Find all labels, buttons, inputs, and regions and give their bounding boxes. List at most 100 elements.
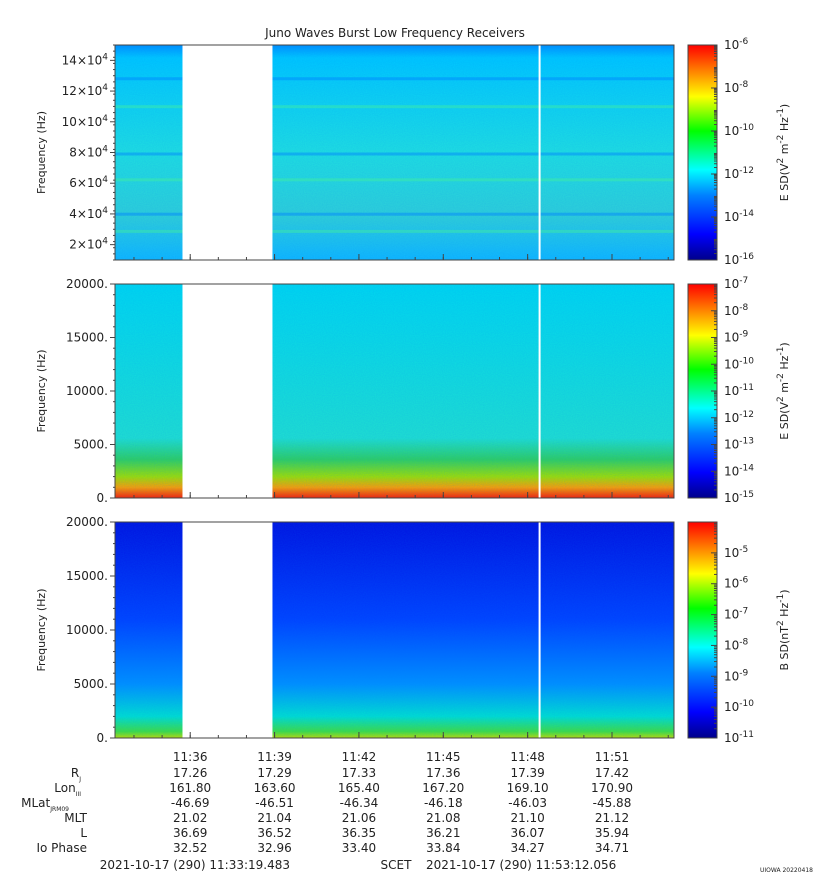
colorbar-top xyxy=(688,45,717,260)
colorbar-label: B SD(nT2 Hz-1) xyxy=(776,589,791,670)
x-tick-label: 11:39 xyxy=(257,750,292,764)
colorbar-label: E SD(V2 m-2 Hz-1) xyxy=(776,342,791,439)
ephemeris-value: 33.84 xyxy=(426,841,460,855)
panel-middle: 0. 5000. 10000. 15000. 20000. Frequency (Hz) 1… xyxy=(35,276,791,505)
y-tick-label: 5000. xyxy=(74,677,108,691)
ephemeris-value: -46.34 xyxy=(340,796,379,810)
ephemeris-value: 34.27 xyxy=(510,841,544,855)
start-time-label: 2021-10-17 (290) 11:33:19.483 xyxy=(100,858,290,872)
ephemeris-value: 36.21 xyxy=(426,826,460,840)
ephemeris-value: 32.96 xyxy=(257,841,291,855)
y-tick-label: 12×104 xyxy=(62,83,109,98)
ephemeris-value: 21.04 xyxy=(257,811,291,825)
y-tick-label: 10000. xyxy=(66,623,108,637)
ephemeris-label: RJ xyxy=(71,766,81,783)
y-tick-label: 6×104 xyxy=(69,175,108,190)
panel-top: 2×104 4×104 6×104 8×104 10×104 12×104 14×104 Fr… xyxy=(35,37,791,267)
x-tick-label: 11:51 xyxy=(595,750,630,764)
emission-band xyxy=(115,105,674,109)
ephemeris-value: 36.69 xyxy=(173,826,207,840)
ephemeris-value: 17.42 xyxy=(595,766,629,780)
ephemeris-value: 36.52 xyxy=(257,826,291,840)
y-tick-label: 15000. xyxy=(66,331,108,345)
ephemeris-value: -45.88 xyxy=(593,796,632,810)
y-tick-label: 0. xyxy=(97,731,108,745)
ephemeris-value: 32.52 xyxy=(173,841,207,855)
colorbar-tick-label: 10-15 xyxy=(724,490,754,505)
x-tick-label: 11:42 xyxy=(342,750,377,764)
ephemeris-value: 33.40 xyxy=(342,841,376,855)
ephemeris-value: 161.80 xyxy=(169,781,211,795)
colorbar-tick-label: 10-7 xyxy=(724,276,748,291)
chart-title: Juno Waves Burst Low Frequency Receivers xyxy=(264,26,525,40)
ephemeris-value: 21.02 xyxy=(173,811,207,825)
y-tick-label: 10×104 xyxy=(62,114,109,129)
emission-band xyxy=(115,178,674,182)
colorbar-tick-label: 10-8 xyxy=(724,303,749,318)
y-tick-label: 4×104 xyxy=(69,206,108,221)
scet-label: SCET xyxy=(381,858,413,872)
colorbar-tick-label: 10-14 xyxy=(724,209,754,224)
creation-stamp: UIOWA 20220418 xyxy=(760,867,813,874)
ephemeris-value: 35.94 xyxy=(595,826,629,840)
colorbar-tick-label: 10-13 xyxy=(724,437,754,452)
y-tick-label: 8×104 xyxy=(69,145,108,160)
ephemeris-label: L xyxy=(80,826,87,840)
colorbar-tick-label: 10-11 xyxy=(724,383,754,398)
data-gap xyxy=(182,45,273,260)
ephemeris-value: -46.69 xyxy=(171,796,210,810)
ephemeris-value: 163.60 xyxy=(254,781,296,795)
emission-band xyxy=(115,152,674,156)
colorbar-tick-label: 10-10 xyxy=(724,699,754,714)
colorbar-tick-label: 10-6 xyxy=(724,576,749,591)
colorbar-bottom xyxy=(688,522,717,738)
ephemeris-value: 36.07 xyxy=(510,826,544,840)
y-axis-label: Frequency (Hz) xyxy=(35,350,48,433)
x-tick-label: 11:45 xyxy=(426,750,461,764)
ephemeris-value: 17.29 xyxy=(257,766,291,780)
colorbar-tick-label: 10-14 xyxy=(724,463,754,478)
ephemeris-value: 21.12 xyxy=(595,811,629,825)
colorbar-tick-label: 10-12 xyxy=(724,166,754,181)
x-tick-label: 11:36 xyxy=(173,750,208,764)
colorbar-label: E SD(V2 m-2 Hz-1) xyxy=(776,104,791,201)
colorbar-tick-label: 10-9 xyxy=(724,668,749,683)
colorbar-tick-label: 10-8 xyxy=(724,637,749,652)
x-tick-label: 11:48 xyxy=(510,750,545,764)
data-gap xyxy=(182,522,273,738)
y-tick-label: 10000. xyxy=(66,384,108,398)
colorbar-tick-label: 10-16 xyxy=(724,252,754,267)
data-gap xyxy=(182,284,273,498)
ephemeris-value: 34.71 xyxy=(595,841,629,855)
ephemeris-value: 17.26 xyxy=(173,766,207,780)
emission-band xyxy=(115,212,674,216)
ephemeris-value: 17.36 xyxy=(426,766,460,780)
colorbar-tick-label: 10-9 xyxy=(724,330,749,345)
panel-bottom: 0. 5000. 10000. 15000. 20000. Frequency (Hz) 1… xyxy=(35,515,791,745)
ephemeris-label: Io Phase xyxy=(36,841,87,855)
ephemeris-value: 170.90 xyxy=(591,781,633,795)
ephemeris-value: -46.18 xyxy=(424,796,463,810)
ephemeris-value: 21.06 xyxy=(342,811,376,825)
ephemeris-value: 21.10 xyxy=(510,811,544,825)
y-tick-label: 0. xyxy=(97,491,108,505)
colorbar-tick-label: 10-10 xyxy=(724,356,754,371)
y-tick-label: 14×104 xyxy=(62,52,109,67)
ephemeris-value: -46.51 xyxy=(255,796,294,810)
ephemeris-value: 17.39 xyxy=(510,766,544,780)
colorbar-tick-label: 10-5 xyxy=(724,545,748,560)
colorbar-tick-label: 10-7 xyxy=(724,607,748,622)
y-tick-label: 5000. xyxy=(74,438,108,452)
colorbar-tick-label: 10-11 xyxy=(724,730,754,745)
ephemeris-value: 167.20 xyxy=(422,781,464,795)
ephemeris-value: 36.35 xyxy=(342,826,376,840)
y-axis-label: Frequency (Hz) xyxy=(35,111,48,194)
colorbar-frame xyxy=(687,521,718,739)
ephemeris-value: 17.33 xyxy=(342,766,376,780)
colorbar-frame xyxy=(687,44,718,261)
y-tick-label: 15000. xyxy=(66,569,108,583)
emission-band xyxy=(115,229,674,233)
ephemeris-value: 165.40 xyxy=(338,781,380,795)
colorbar-tick-label: 10-12 xyxy=(724,410,754,425)
